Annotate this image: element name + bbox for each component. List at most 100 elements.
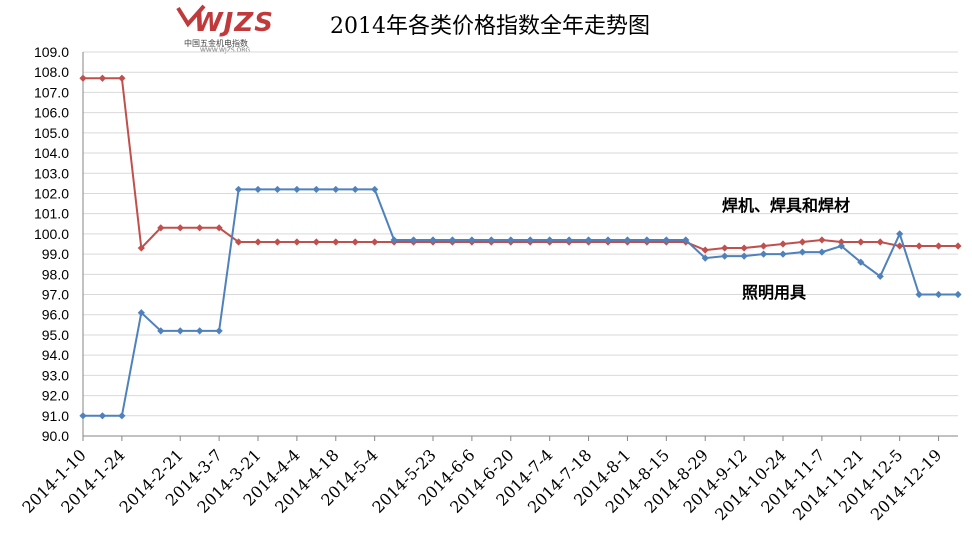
data-point <box>137 309 145 317</box>
logo-swoosh-icon <box>176 4 206 28</box>
data-point <box>371 185 379 194</box>
data-point <box>390 236 398 244</box>
data-point <box>915 290 923 299</box>
y-tick-label: 95.0 <box>42 327 69 343</box>
data-point <box>740 244 748 252</box>
y-tick-label: 109.0 <box>34 44 69 60</box>
data-point <box>526 236 534 244</box>
data-point <box>98 412 107 420</box>
data-point <box>565 236 573 244</box>
data-point <box>234 238 243 246</box>
data-point <box>273 238 282 246</box>
data-point <box>448 236 457 244</box>
data-point <box>254 238 262 246</box>
y-tick-label: 93.0 <box>42 367 69 383</box>
data-point <box>721 244 729 252</box>
y-tick-label: 107.0 <box>34 84 69 100</box>
y-tick-label: 103.0 <box>34 165 69 181</box>
data-point <box>157 327 165 335</box>
data-point <box>118 74 126 82</box>
y-tick-label: 105.0 <box>34 125 69 141</box>
y-tick-label: 98.0 <box>42 266 69 282</box>
data-point <box>79 74 87 82</box>
series-label-lighting: 照明用具 <box>742 283 807 302</box>
y-tick-label: 108.0 <box>34 64 69 80</box>
data-point <box>759 242 768 250</box>
y-tick-label: 90.0 <box>42 428 69 444</box>
data-point <box>818 236 826 244</box>
data-point <box>779 240 787 248</box>
data-point <box>896 242 904 250</box>
data-point <box>137 244 145 252</box>
y-tick-label: 101.0 <box>34 206 69 222</box>
data-point <box>332 238 340 246</box>
data-point <box>701 246 709 254</box>
data-point <box>254 185 262 194</box>
data-point <box>604 236 612 244</box>
y-tick-label: 106.0 <box>34 105 69 121</box>
data-point <box>293 185 301 194</box>
series-line-2 <box>83 188 958 417</box>
data-point <box>79 412 87 420</box>
data-point <box>234 185 243 194</box>
data-point <box>273 185 282 194</box>
data-point <box>662 236 670 244</box>
data-point <box>371 238 379 246</box>
data-point <box>487 236 495 244</box>
data-point <box>954 290 962 299</box>
data-point <box>643 236 651 244</box>
data-point <box>682 236 690 244</box>
data-point <box>701 254 709 262</box>
data-point <box>584 236 593 244</box>
series-label-welding: 焊机、焊具和焊材 <box>722 196 851 215</box>
data-point <box>857 258 865 266</box>
data-point <box>798 248 807 256</box>
series-line-1 <box>83 77 958 252</box>
logo-tagline: 中国五金机电指数 <box>184 39 248 48</box>
data-point <box>293 238 301 246</box>
data-point <box>332 185 340 194</box>
data-point <box>468 236 476 244</box>
logo-url: WWW.WJZS.ORG <box>200 47 251 54</box>
data-point <box>118 412 126 420</box>
data-point <box>779 250 787 258</box>
y-tick-label: 96.0 <box>42 307 69 323</box>
y-tick-label: 97.0 <box>42 287 69 303</box>
data-point <box>312 185 320 194</box>
data-point <box>176 224 184 232</box>
y-tick-label: 104.0 <box>34 145 69 161</box>
data-point <box>740 252 748 260</box>
data-point <box>351 238 359 246</box>
data-point <box>837 238 845 246</box>
data-point <box>312 238 320 246</box>
data-point <box>818 248 826 256</box>
data-point <box>176 327 184 335</box>
data-point <box>954 242 962 250</box>
data-point <box>98 74 107 82</box>
logo-wordmark: WJZS <box>194 8 274 38</box>
y-tick-label: 92.0 <box>42 388 69 404</box>
wjzs-logo: WJZS 中国五金机电指数 WWW.WJZS.ORG <box>176 4 286 54</box>
data-point <box>196 327 204 335</box>
chart-title: 2014年各类价格指数全年走势图 <box>330 14 650 39</box>
data-point <box>934 290 943 299</box>
data-point <box>915 242 923 250</box>
data-point <box>798 238 807 246</box>
data-point <box>215 224 223 232</box>
y-tick-label: 100.0 <box>34 226 69 242</box>
data-point <box>215 327 223 335</box>
data-point <box>721 252 729 260</box>
data-point <box>896 230 904 238</box>
data-point <box>351 185 359 194</box>
y-tick-label: 102.0 <box>34 185 69 201</box>
data-point <box>157 224 165 232</box>
y-tick-label: 99.0 <box>42 246 69 262</box>
data-point <box>429 236 437 244</box>
data-point <box>409 236 418 244</box>
data-point <box>546 236 554 244</box>
data-point <box>623 236 632 244</box>
data-point <box>837 242 845 250</box>
data-point <box>196 224 204 232</box>
